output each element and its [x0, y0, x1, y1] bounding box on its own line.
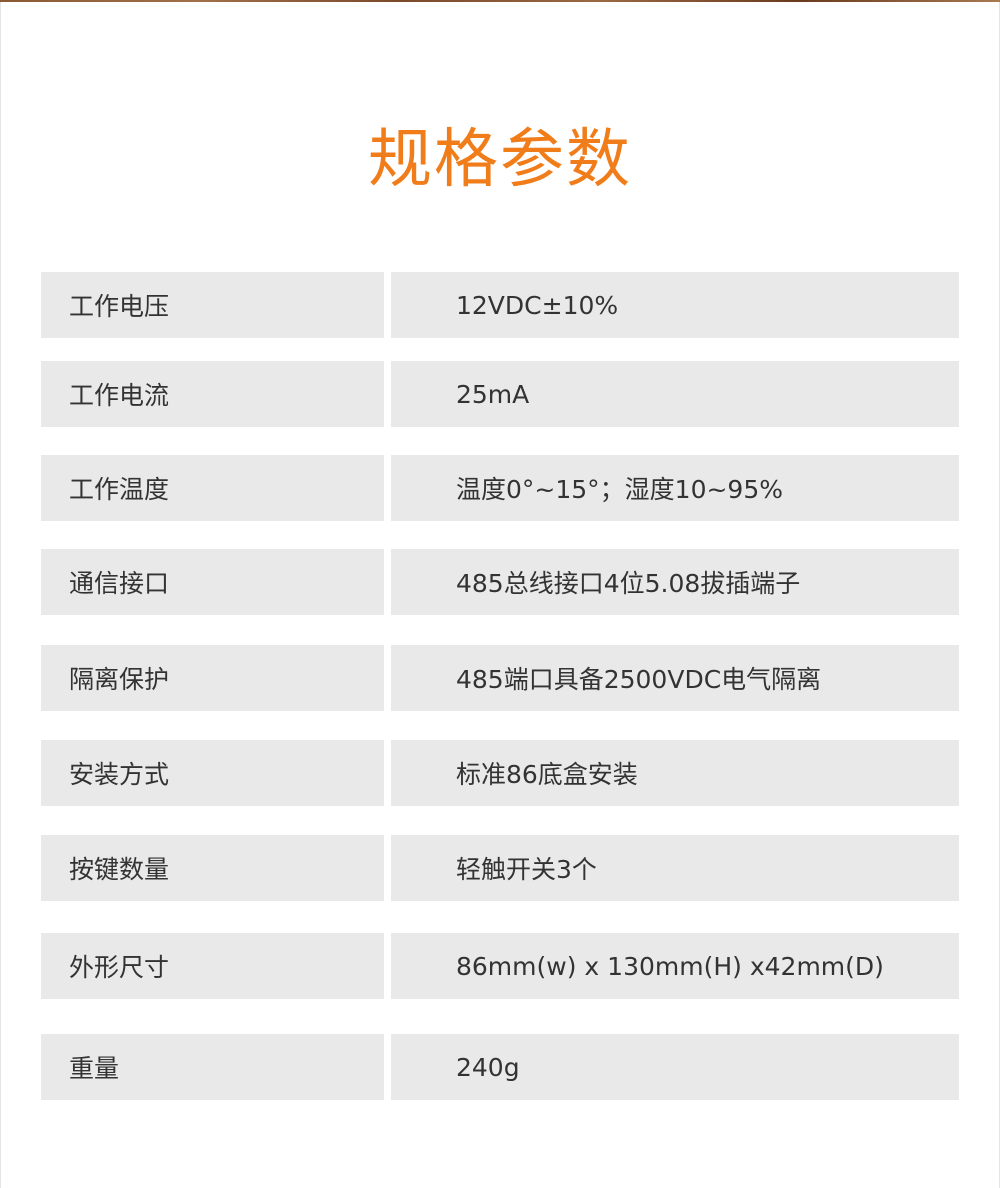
- spec-row: 工作电压 12VDC±10%: [41, 272, 959, 338]
- left-border: [0, 2, 1, 1188]
- spec-value: 485端口具备2500VDC电气隔离: [391, 645, 959, 711]
- spec-label: 工作电压: [41, 272, 384, 338]
- spec-label: 按键数量: [41, 835, 384, 901]
- spec-value: 温度0°~15°；湿度10~95%: [391, 455, 959, 521]
- spec-row: 工作电流 25mA: [41, 361, 959, 427]
- spec-label: 安装方式: [41, 740, 384, 806]
- spec-row: 工作温度 温度0°~15°；湿度10~95%: [41, 455, 959, 521]
- spec-value: 240g: [391, 1034, 959, 1100]
- spec-label: 工作电流: [41, 361, 384, 427]
- spec-row: 按键数量 轻触开关3个: [41, 835, 959, 901]
- spec-label: 通信接口: [41, 549, 384, 615]
- spec-label: 隔离保护: [41, 645, 384, 711]
- spec-value: 标准86底盒安装: [391, 740, 959, 806]
- spec-row: 通信接口 485总线接口4位5.08拔插端子: [41, 549, 959, 615]
- spec-value: 12VDC±10%: [391, 272, 959, 338]
- spec-row: 外形尺寸 86mm(w) x 130mm(H) x42mm(D): [41, 933, 959, 999]
- spec-label: 重量: [41, 1034, 384, 1100]
- spec-value: 485总线接口4位5.08拔插端子: [391, 549, 959, 615]
- top-border: [0, 0, 1000, 2]
- spec-row: 重量 240g: [41, 1034, 959, 1100]
- spec-label: 工作温度: [41, 455, 384, 521]
- spec-value: 25mA: [391, 361, 959, 427]
- spec-value: 轻触开关3个: [391, 835, 959, 901]
- page-title: 规格参数: [368, 123, 632, 197]
- spec-row: 隔离保护 485端口具备2500VDC电气隔离: [41, 645, 959, 711]
- spec-value: 86mm(w) x 130mm(H) x42mm(D): [391, 933, 959, 999]
- spec-label: 外形尺寸: [41, 933, 384, 999]
- spec-row: 安装方式 标准86底盒安装: [41, 740, 959, 806]
